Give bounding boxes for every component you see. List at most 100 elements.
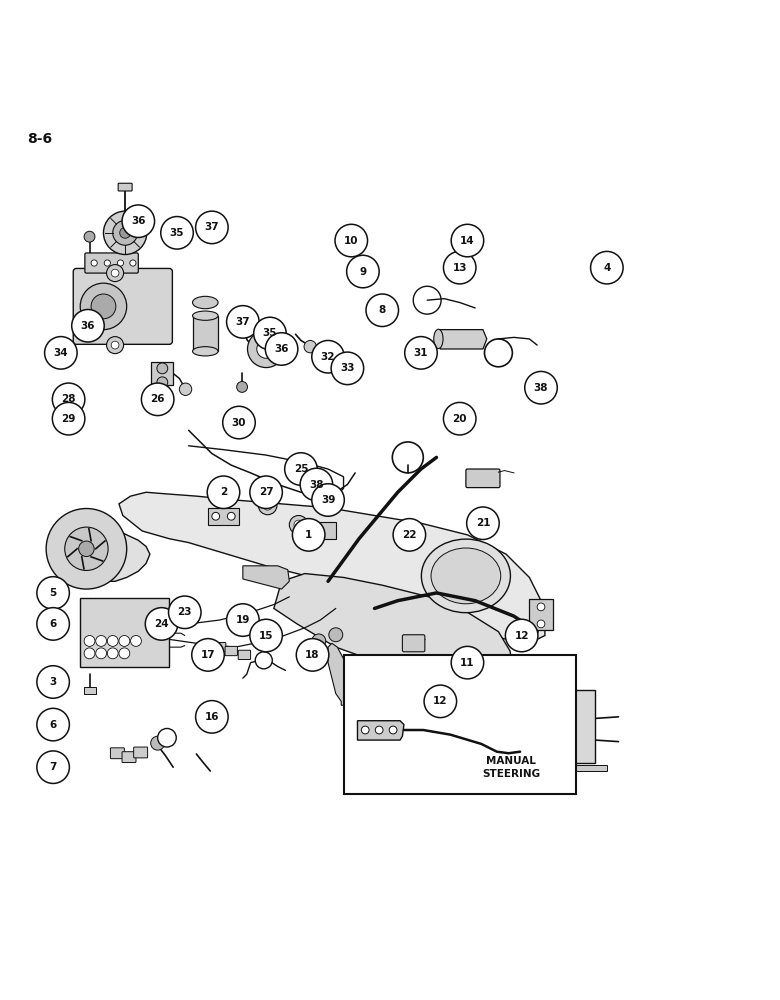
Polygon shape bbox=[208, 508, 239, 525]
Circle shape bbox=[250, 476, 282, 509]
Text: 19: 19 bbox=[236, 615, 250, 625]
Circle shape bbox=[405, 337, 438, 369]
Circle shape bbox=[393, 519, 426, 551]
Polygon shape bbox=[328, 643, 351, 705]
Text: 35: 35 bbox=[263, 328, 277, 338]
Text: MANUAL
STEERING: MANUAL STEERING bbox=[482, 756, 540, 779]
Circle shape bbox=[549, 777, 556, 785]
Circle shape bbox=[346, 255, 379, 288]
Text: 5: 5 bbox=[49, 588, 57, 598]
Circle shape bbox=[329, 628, 342, 642]
FancyBboxPatch shape bbox=[225, 646, 237, 656]
Text: 23: 23 bbox=[178, 607, 192, 617]
Circle shape bbox=[37, 666, 69, 698]
Circle shape bbox=[168, 596, 201, 629]
Text: 6: 6 bbox=[49, 619, 57, 629]
Circle shape bbox=[247, 330, 285, 368]
FancyBboxPatch shape bbox=[84, 687, 96, 694]
Circle shape bbox=[108, 636, 118, 646]
Text: 15: 15 bbox=[259, 631, 273, 641]
Circle shape bbox=[179, 383, 192, 395]
Circle shape bbox=[525, 371, 557, 404]
Circle shape bbox=[91, 260, 98, 266]
Circle shape bbox=[389, 726, 397, 734]
Circle shape bbox=[91, 294, 116, 319]
Circle shape bbox=[349, 714, 371, 735]
Text: 27: 27 bbox=[259, 487, 274, 497]
Circle shape bbox=[312, 634, 326, 648]
Circle shape bbox=[366, 294, 399, 327]
Circle shape bbox=[84, 636, 95, 646]
Circle shape bbox=[113, 220, 137, 245]
Circle shape bbox=[526, 777, 534, 785]
Circle shape bbox=[157, 377, 168, 388]
Circle shape bbox=[335, 224, 367, 257]
Circle shape bbox=[289, 515, 308, 534]
Text: 12: 12 bbox=[514, 631, 529, 641]
Ellipse shape bbox=[193, 311, 218, 320]
Circle shape bbox=[96, 636, 107, 646]
Circle shape bbox=[107, 265, 123, 282]
Circle shape bbox=[375, 726, 383, 734]
Circle shape bbox=[108, 648, 118, 659]
Circle shape bbox=[192, 639, 225, 671]
Circle shape bbox=[236, 382, 247, 392]
Text: 36: 36 bbox=[131, 216, 146, 226]
Circle shape bbox=[112, 269, 119, 277]
Text: 29: 29 bbox=[62, 414, 76, 424]
Text: 20: 20 bbox=[452, 414, 467, 424]
Circle shape bbox=[141, 383, 174, 416]
Text: 24: 24 bbox=[154, 619, 168, 629]
Circle shape bbox=[105, 260, 111, 266]
Circle shape bbox=[44, 337, 77, 369]
Circle shape bbox=[466, 507, 499, 539]
Circle shape bbox=[263, 501, 272, 510]
Circle shape bbox=[250, 619, 282, 652]
Text: 26: 26 bbox=[151, 394, 165, 404]
Circle shape bbox=[254, 317, 286, 350]
Circle shape bbox=[265, 333, 298, 365]
Ellipse shape bbox=[431, 548, 501, 604]
Circle shape bbox=[37, 708, 69, 741]
Circle shape bbox=[444, 402, 476, 435]
Circle shape bbox=[151, 736, 165, 750]
Text: 37: 37 bbox=[204, 222, 219, 232]
FancyBboxPatch shape bbox=[402, 635, 425, 652]
FancyBboxPatch shape bbox=[85, 253, 138, 273]
Text: 33: 33 bbox=[340, 363, 355, 373]
Circle shape bbox=[352, 699, 369, 716]
Circle shape bbox=[129, 260, 136, 266]
FancyBboxPatch shape bbox=[214, 642, 226, 652]
Circle shape bbox=[294, 520, 303, 529]
Circle shape bbox=[457, 734, 470, 746]
Circle shape bbox=[212, 512, 220, 520]
Circle shape bbox=[560, 777, 568, 785]
Polygon shape bbox=[437, 330, 487, 349]
Circle shape bbox=[312, 484, 344, 516]
Text: 38: 38 bbox=[309, 480, 324, 490]
Circle shape bbox=[161, 217, 193, 249]
Text: 37: 37 bbox=[236, 317, 250, 327]
Text: 36: 36 bbox=[275, 344, 289, 354]
Polygon shape bbox=[119, 492, 545, 643]
Text: 2: 2 bbox=[220, 487, 227, 497]
FancyBboxPatch shape bbox=[151, 362, 173, 385]
Text: 36: 36 bbox=[80, 321, 95, 331]
Text: 13: 13 bbox=[452, 263, 467, 273]
Circle shape bbox=[223, 406, 255, 439]
Circle shape bbox=[52, 402, 85, 435]
FancyBboxPatch shape bbox=[238, 650, 250, 660]
Circle shape bbox=[46, 509, 126, 589]
Circle shape bbox=[157, 363, 168, 374]
FancyBboxPatch shape bbox=[122, 752, 136, 763]
FancyBboxPatch shape bbox=[80, 598, 169, 667]
Text: 8-6: 8-6 bbox=[27, 132, 53, 146]
Circle shape bbox=[207, 476, 239, 509]
Circle shape bbox=[52, 383, 85, 416]
Circle shape bbox=[451, 728, 476, 752]
Text: 9: 9 bbox=[360, 267, 367, 277]
Circle shape bbox=[505, 619, 538, 652]
Circle shape bbox=[590, 251, 623, 284]
Circle shape bbox=[96, 648, 107, 659]
Polygon shape bbox=[243, 566, 289, 589]
